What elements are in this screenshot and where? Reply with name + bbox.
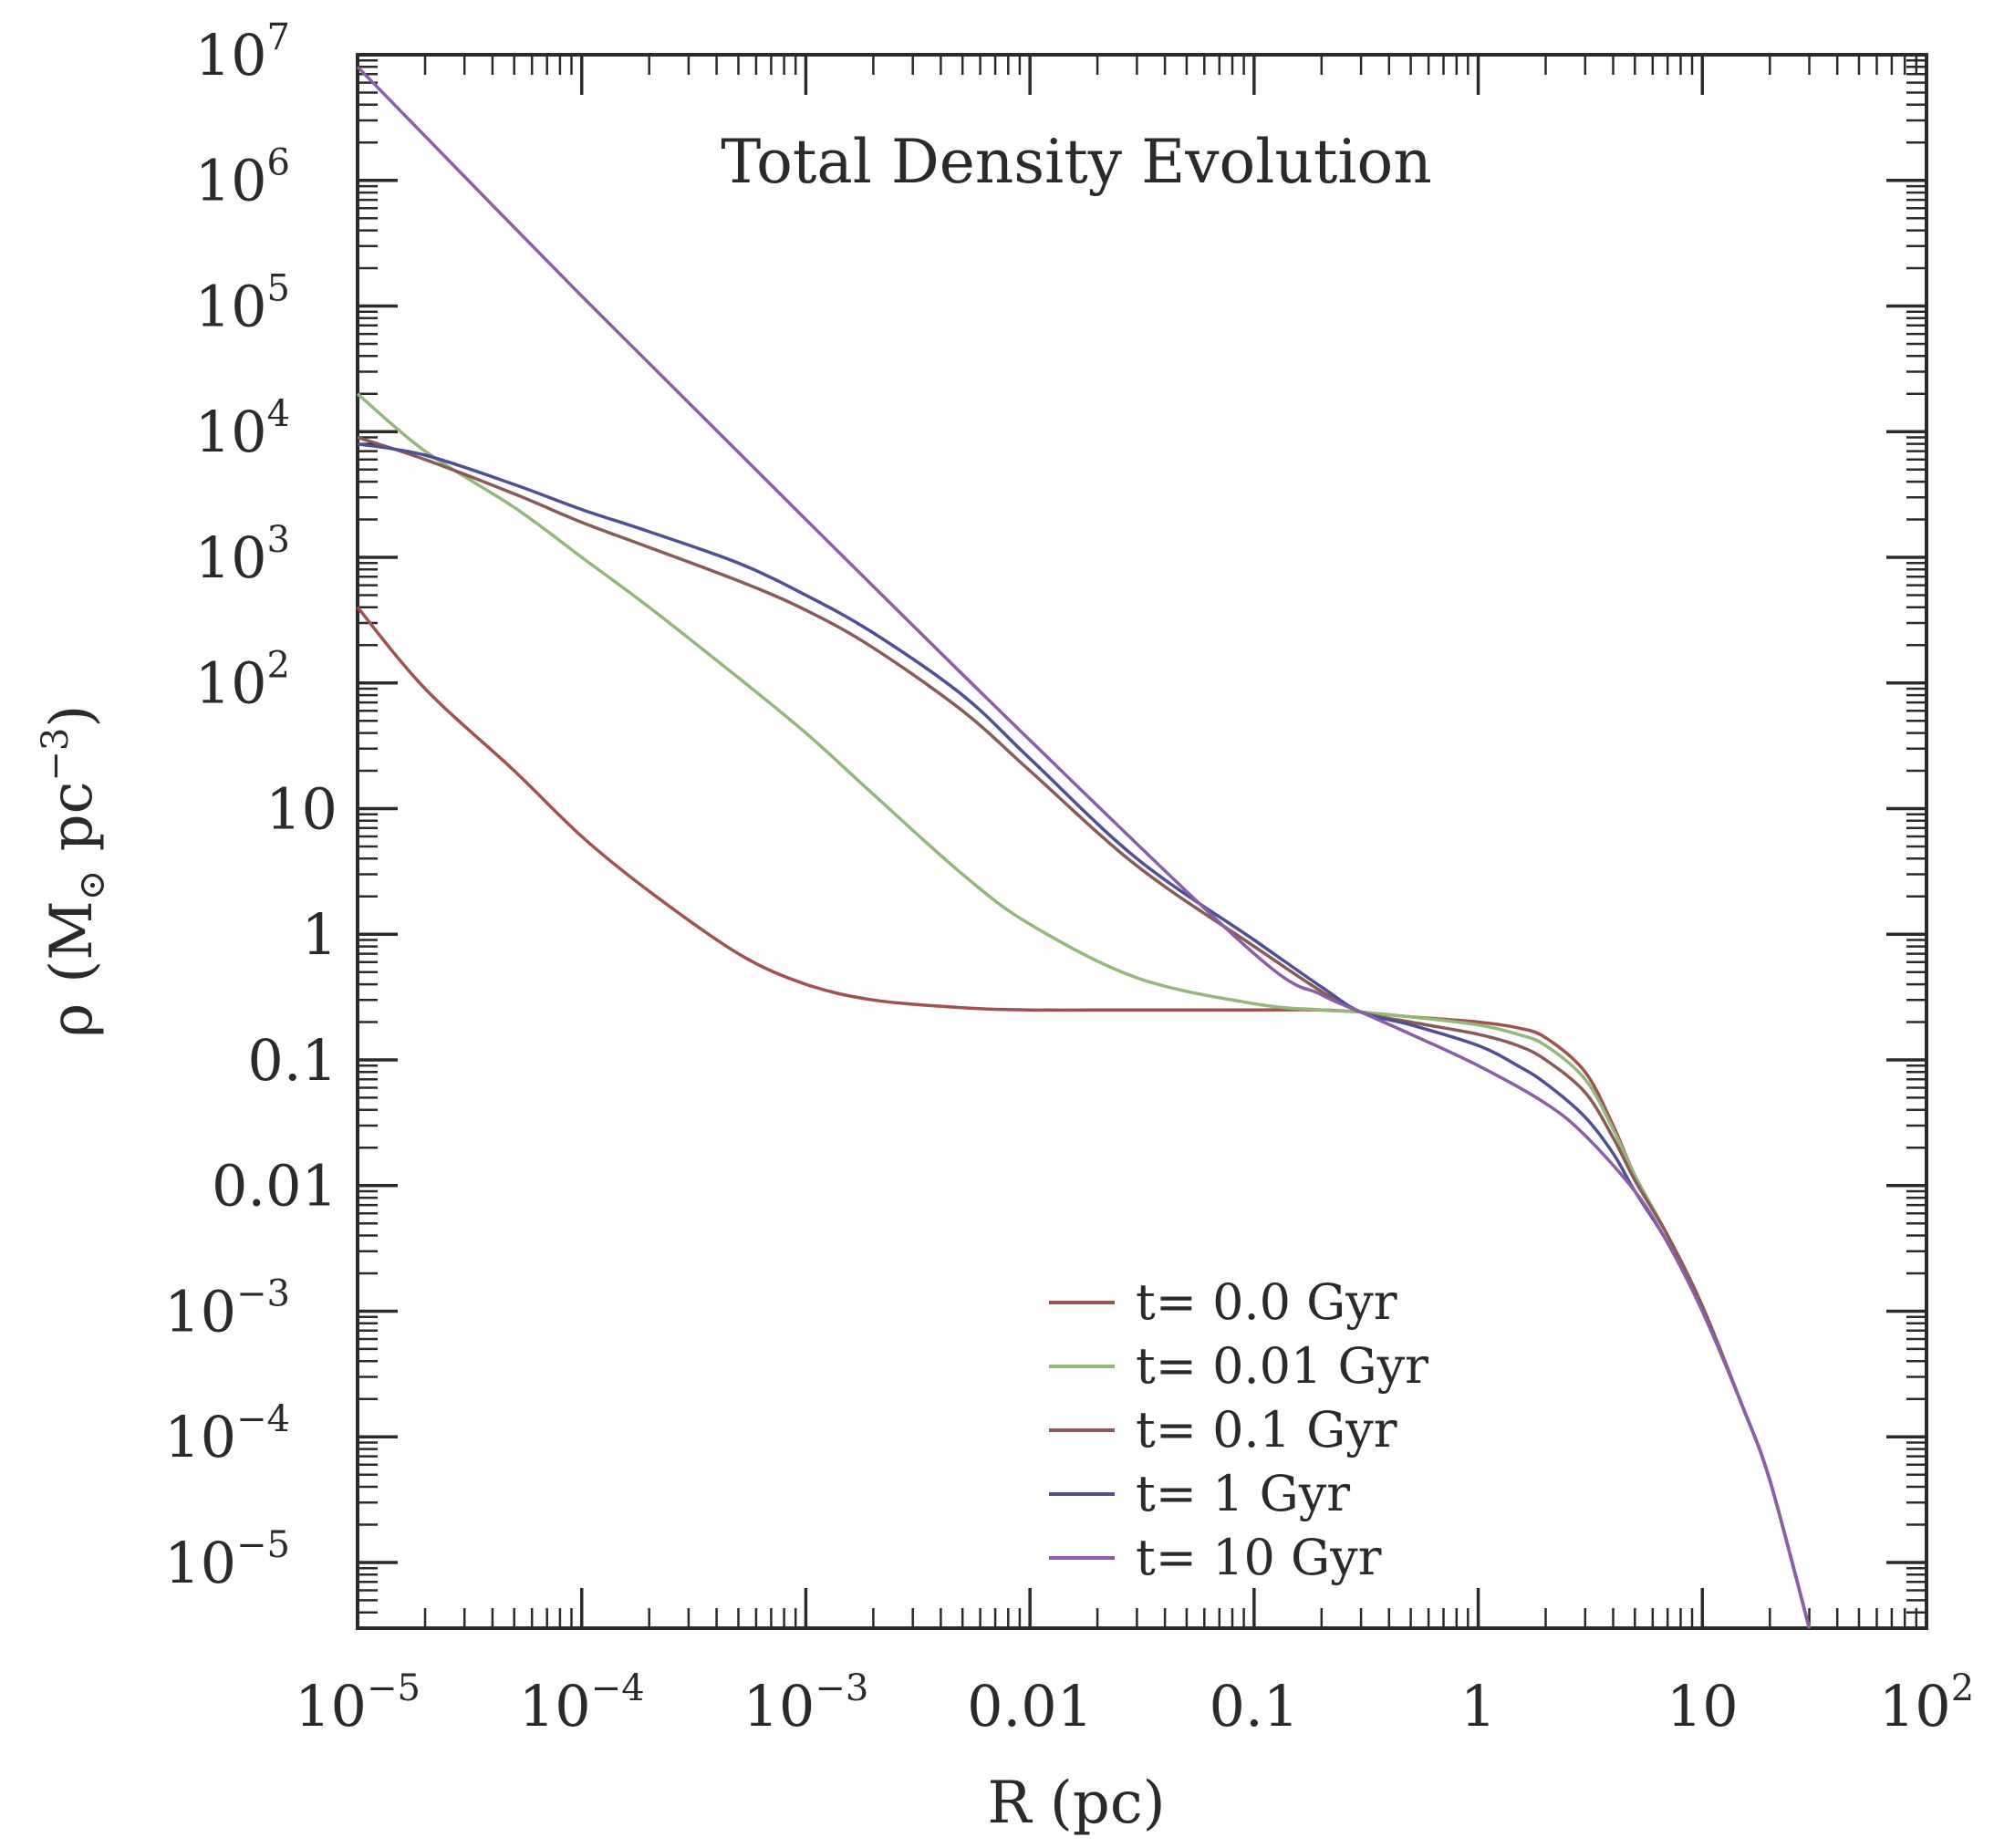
series-line-t-10-gyr [356,66,1812,1629]
y-tick-label: 106 [195,142,290,214]
legend-label: t= 0.01 Gyr [1136,1337,1428,1395]
x-tick-label: 10−5 [295,1667,421,1739]
legend-label: t= 10 Gyr [1136,1529,1382,1586]
legend-label: t= 0.0 Gyr [1136,1273,1397,1331]
series-lines [356,66,1812,1629]
series-line-t-1-gyr [357,441,1812,1629]
y-tick-label: 10−5 [164,1524,290,1596]
y-axis-symbol: ρ [38,1003,106,1038]
y-tick-label: 10 [265,775,338,842]
x-tick-label: 10−4 [519,1667,645,1739]
x-tick-label: 10−3 [743,1667,868,1739]
y-tick-label: 102 [195,645,290,717]
y-axis-close: ) [38,705,106,728]
y-tick-label: 1 [302,901,338,968]
legend-label: t= 1 Gyr [1136,1465,1350,1522]
y-axis-sup: −3 [35,728,77,782]
legend-label: t= 0.1 Gyr [1136,1401,1397,1459]
y-axis-mid: pc [38,782,106,870]
x-tick-label: 0.01 [967,1673,1093,1739]
x-tick-label: 1 [1460,1673,1496,1739]
x-axis-title: R (pc) [987,1770,1165,1837]
x-tick-label: 102 [1879,1667,1974,1739]
y-tick-label: 105 [195,267,290,339]
y-axis-title: ρ (M⊙ pc−3) [35,705,113,1038]
plot-frame [356,53,1928,1630]
major-ticks [356,53,1928,1628]
y-tick-label: 107 [195,16,290,88]
y-axis-sub: ⊙ [71,870,113,901]
y-axis-open: (M [38,900,106,983]
y-tick-label: 10−4 [164,1398,290,1470]
minor-tick-marks [358,55,1926,1628]
y-tick-label: 10−3 [164,1272,290,1344]
y-tick-label: 0.01 [212,1153,338,1220]
x-tick-labels: 10−5 10−4 10−3 0.01 0.1 1 10 102 [295,1667,1974,1739]
series-line-t-0-1-gyr [357,435,1812,1629]
chart-title: Total Density Evolution [721,127,1432,197]
series-line-t-0-0-gyr [356,606,1812,1629]
y-tick-label: 0.1 [247,1027,338,1094]
legend: t= 0.0 Gyr t= 0.01 Gyr t= 0.1 Gyr t= 1 Gyr t… [1049,1273,1428,1586]
plot-area [356,53,1928,1630]
minor-ticks [358,55,1926,1628]
x-tick-label: 0.1 [1210,1673,1300,1739]
x-tick-label: 10 [1667,1673,1739,1739]
y-tick-label: 103 [195,519,290,591]
y-tick-label: 104 [195,393,290,465]
